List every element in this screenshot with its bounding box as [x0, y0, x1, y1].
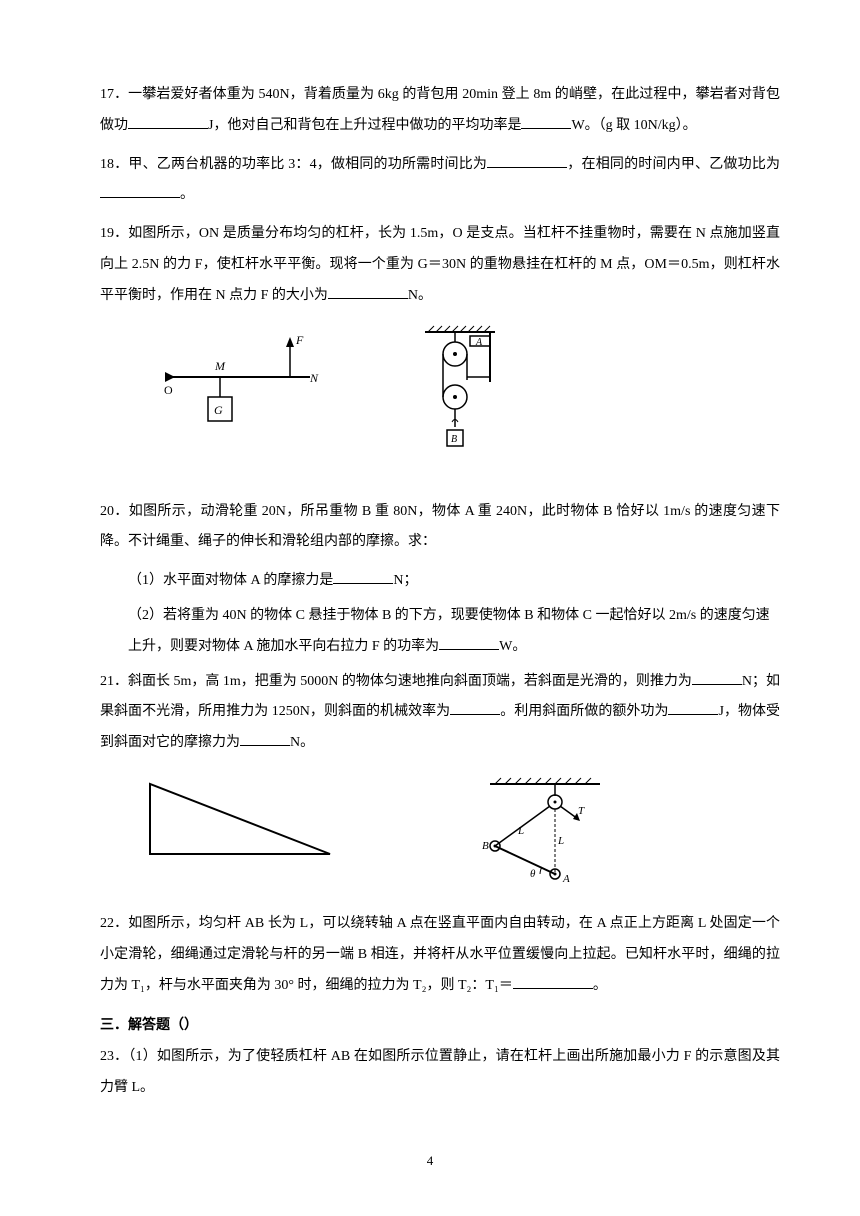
- label-theta: θ: [530, 868, 536, 880]
- question-19: 19．如图所示，ON 是质量分布均匀的杠杆，长为 1.5m，O 是支点。当杠杆不…: [100, 219, 780, 311]
- q21-text3: 。利用斜面所做的额外功为: [500, 704, 668, 719]
- q17-text3: W。（g 取 10N/kg）。: [571, 118, 696, 133]
- q17-blank2[interactable]: [521, 111, 571, 129]
- label-F: F: [295, 333, 304, 347]
- label-L2: L: [557, 835, 564, 847]
- question-21: 21．斜面长 5m，高 1m，把重为 5000N 的物体匀速地推向斜面顶端，若斜…: [100, 667, 780, 759]
- label-B: B: [451, 434, 457, 445]
- q20-sub1-text1: 水平面对物体 A 的摩擦力是: [163, 573, 333, 588]
- pulley-diagram: A B: [420, 322, 510, 482]
- label-G: G: [214, 403, 223, 417]
- section-3-title: 三．解答题（）: [100, 1011, 780, 1042]
- q21-blank2[interactable]: [450, 697, 500, 715]
- label-M: M: [214, 359, 226, 373]
- q21-text1: 斜面长 5m，高 1m，把重为 5000N 的物体匀速地推向斜面顶端，若斜面是光…: [128, 674, 692, 689]
- q23-num: 23．: [100, 1049, 128, 1064]
- q20-blank1[interactable]: [333, 566, 393, 584]
- q17-blank1[interactable]: [128, 111, 208, 129]
- q22-num: 22．: [100, 916, 128, 931]
- question-18: 18．甲、乙两台机器的功率比 3：4，做相同的功所需时间比为 ，在相同的时间内甲、…: [100, 150, 780, 212]
- q18-num: 18．: [100, 157, 128, 172]
- question-23: 23．（1）如图所示，为了使轻质杠杆 AB 在如图所示位置静止，请在杠杆上画出所…: [100, 1042, 780, 1104]
- q21-blank3[interactable]: [668, 697, 718, 715]
- q18-blank1[interactable]: [487, 150, 567, 168]
- figure-row-2: A B L L θ T: [140, 774, 780, 894]
- q21-text5: N。: [290, 735, 314, 750]
- question-17: 17．一攀岩爱好者体重为 540N，背着质量为 6kg 的背包用 20min 登…: [100, 80, 780, 142]
- incline-diagram: [140, 774, 340, 864]
- q20-text1: 如图所示，动滑轮重 20N，所吊重物 B 重 80N，物体 A 重 240N，此…: [100, 504, 780, 550]
- label-A2: A: [562, 873, 570, 885]
- q20-sub2-text2: W。: [499, 639, 526, 654]
- q22-blank1[interactable]: [513, 971, 593, 989]
- label-L1: L: [517, 825, 524, 837]
- q21-blank4[interactable]: [240, 728, 290, 746]
- label-A: A: [475, 337, 483, 348]
- q20-sub1-label: （1）: [128, 573, 163, 588]
- label-T: T: [578, 805, 585, 817]
- page-number: 4: [427, 1147, 434, 1176]
- figure-row-1: O M G F N A B: [160, 322, 780, 482]
- q17-num: 17．: [100, 87, 128, 102]
- q19-text2: N。: [408, 288, 432, 303]
- q22-text2: 。: [593, 978, 607, 993]
- q18-text2: ，在相同的时间内甲、乙做功比为: [567, 157, 780, 172]
- q18-text1: 甲、乙两台机器的功率比 3：4，做相同的功所需时间比为: [128, 157, 487, 172]
- q19-text1: 如图所示，ON 是质量分布均匀的杠杆，长为 1.5m，O 是支点。当杠杆不挂重物…: [100, 226, 780, 303]
- label-O: O: [164, 383, 173, 397]
- q18-blank2[interactable]: [100, 180, 180, 198]
- q21-blank1[interactable]: [692, 667, 742, 685]
- q20-sub1: （1）水平面对物体 A 的摩擦力是 N；: [100, 566, 780, 597]
- pulley-rod-diagram: A B L L θ T: [460, 774, 620, 894]
- question-20: 20．如图所示，动滑轮重 20N，所吊重物 B 重 80N，物体 A 重 240…: [100, 497, 780, 559]
- label-N: N: [309, 371, 319, 385]
- q21-num: 21．: [100, 674, 128, 689]
- q20-sub2-label: （2）: [128, 608, 163, 623]
- q22-text1: 如图所示，均匀杆 AB 长为 L，可以绕转轴 A 点在竖直平面内自由转动，在 A…: [100, 916, 780, 993]
- label-B2: B: [482, 840, 489, 852]
- q20-blank2[interactable]: [439, 632, 499, 650]
- q20-sub2: （2）若将重为 40N 的物体 C 悬挂于物体 B 的下方，现要使物体 B 和物…: [100, 601, 780, 663]
- question-22: 22．如图所示，均匀杆 AB 长为 L，可以绕转轴 A 点在竖直平面内自由转动，…: [100, 909, 780, 1001]
- q23-text1: （1）如图所示，为了使轻质杠杆 AB 在如图所示位置静止，请在杠杆上画出所施加最…: [100, 1049, 780, 1095]
- lever-diagram: O M G F N: [160, 322, 340, 432]
- q20-num: 20．: [100, 504, 129, 519]
- q19-blank1[interactable]: [328, 281, 408, 299]
- q18-text3: 。: [180, 187, 194, 202]
- q20-sub1-text2: N；: [393, 573, 417, 588]
- q19-num: 19．: [100, 226, 128, 241]
- q17-text2: J，他对自己和背包在上升过程中做功的平均功率是: [208, 118, 521, 133]
